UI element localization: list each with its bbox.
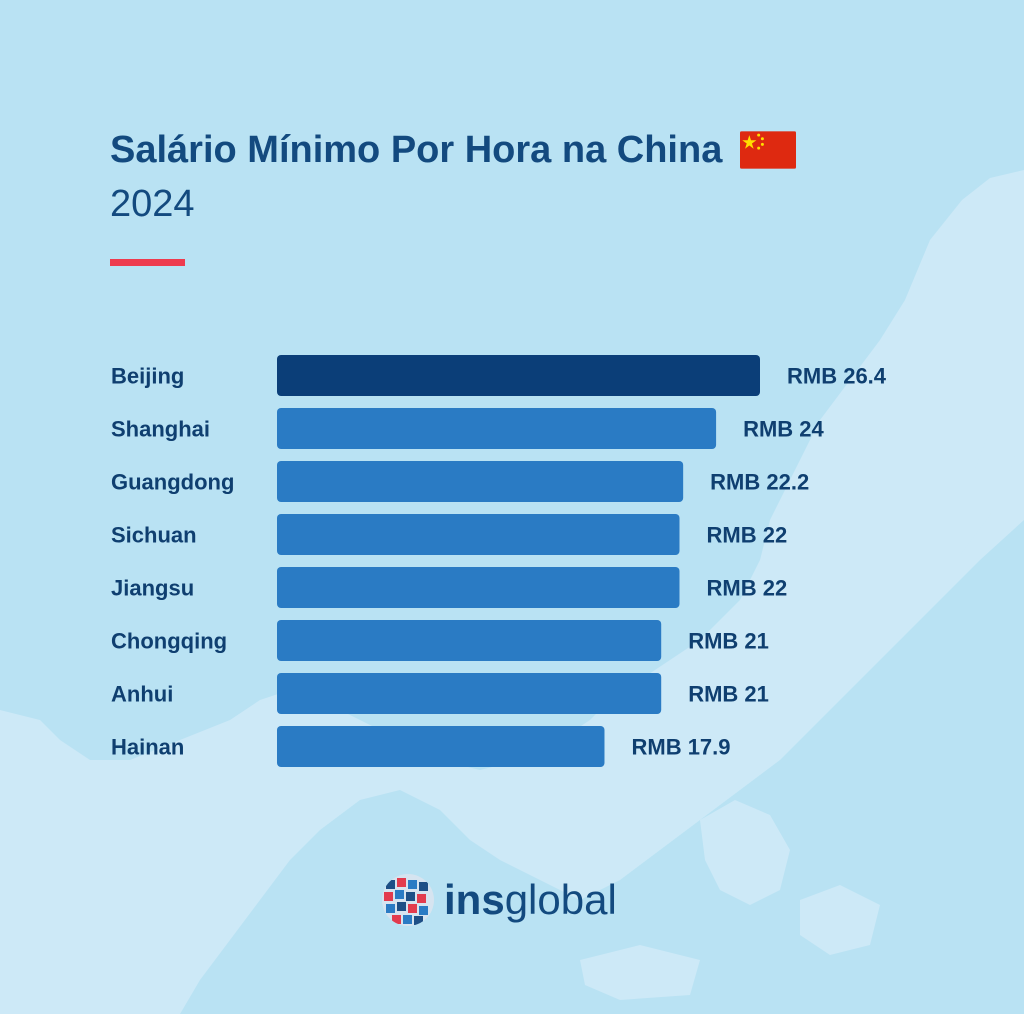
bar bbox=[277, 461, 684, 502]
category-label: Hainan bbox=[111, 735, 184, 760]
insglobal-globe-icon bbox=[382, 874, 434, 926]
bar bbox=[277, 620, 662, 661]
bar bbox=[277, 726, 605, 767]
category-label: Guangdong bbox=[111, 470, 234, 495]
japan-island bbox=[885, 330, 1024, 605]
category-label: Chongqing bbox=[111, 629, 227, 654]
asia-landmass bbox=[0, 170, 1024, 1014]
chart-title: Salário Mínimo Por Hora na China bbox=[110, 129, 723, 171]
insglobal-logo: insglobal bbox=[380, 872, 617, 928]
value-label: RMB 24 bbox=[743, 417, 824, 442]
bar bbox=[277, 514, 680, 555]
category-label: Beijing bbox=[111, 364, 184, 389]
southeast-islands bbox=[580, 800, 880, 1000]
value-label: RMB 26.4 bbox=[787, 364, 887, 389]
logo-text-bold: ins bbox=[444, 876, 505, 923]
accent-line bbox=[110, 259, 185, 266]
bar bbox=[277, 673, 662, 714]
insglobal-wordmark: insglobal bbox=[444, 872, 617, 928]
bar bbox=[277, 408, 717, 449]
logo-text-light: global bbox=[504, 876, 617, 923]
title-row: Salário Mínimo Por Hora na China bbox=[110, 128, 797, 172]
value-label: RMB 21 bbox=[688, 682, 769, 707]
china-flag-icon bbox=[740, 131, 797, 169]
value-label: RMB 22 bbox=[707, 576, 788, 601]
title-block: Salário Mínimo Por Hora na China 2024 bbox=[110, 128, 797, 226]
value-label: RMB 22 bbox=[707, 523, 788, 548]
chart-subtitle: 2024 bbox=[110, 183, 195, 225]
bar bbox=[277, 355, 760, 396]
category-label: Anhui bbox=[111, 682, 173, 707]
bar bbox=[277, 567, 680, 608]
value-label: RMB 17.9 bbox=[631, 735, 730, 760]
category-label: Jiangsu bbox=[111, 576, 194, 601]
category-label: Sichuan bbox=[111, 523, 197, 548]
value-label: RMB 21 bbox=[688, 629, 769, 654]
category-label: Shanghai bbox=[111, 417, 210, 442]
value-label: RMB 22.2 bbox=[710, 470, 809, 495]
